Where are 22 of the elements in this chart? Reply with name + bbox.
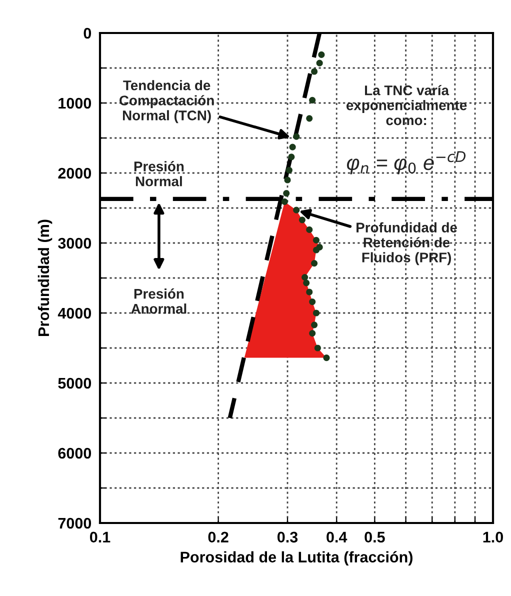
x-tick-label: 0.3 [277, 532, 298, 543]
y-tick-label: 7000 [58, 518, 92, 529]
x-tick-label: 0.5 [364, 532, 385, 543]
x-tick-label: 0.2 [208, 532, 228, 543]
y-tick-label: 4000 [58, 308, 92, 319]
y-tick-label: 1000 [58, 98, 92, 109]
x-axis-title: Porosidad de la Lutita (fracción) [180, 551, 412, 566]
y-tick-label: 0 [84, 28, 92, 39]
y-tick-label: 2000 [58, 168, 92, 179]
annotation: Profundidad de Retención de Fluidos (PRF) [356, 222, 457, 266]
x-tick-label: 0.1 [90, 532, 110, 543]
annotation: φ$_{n}$ = φ$_{0}$ e$^{−cD}$ [346, 151, 466, 174]
y-axis-title: Profundidad (m) [38, 220, 52, 336]
annotation: Presión Normal [134, 161, 184, 186]
annotation: Presión Anormal [131, 288, 186, 314]
x-tick-label: 1.0 [483, 532, 503, 543]
y-tick-label: 5000 [58, 378, 92, 389]
y-tick-label: 6000 [58, 448, 92, 459]
y-tick-label: 3000 [58, 238, 92, 249]
annotation: Tendencia de Compactación Normal (TCN) [120, 80, 214, 124]
annotation: La TNC varía exponencialmente como: [346, 84, 467, 126]
x-tick-label: 0.4 [326, 532, 348, 543]
